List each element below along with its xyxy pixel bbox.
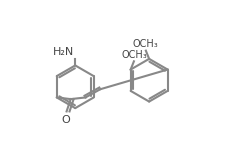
Text: OCH₃: OCH₃ <box>132 39 157 49</box>
Text: OCH₃: OCH₃ <box>121 50 147 60</box>
Text: H₂N: H₂N <box>53 47 74 57</box>
Text: O: O <box>61 115 70 125</box>
